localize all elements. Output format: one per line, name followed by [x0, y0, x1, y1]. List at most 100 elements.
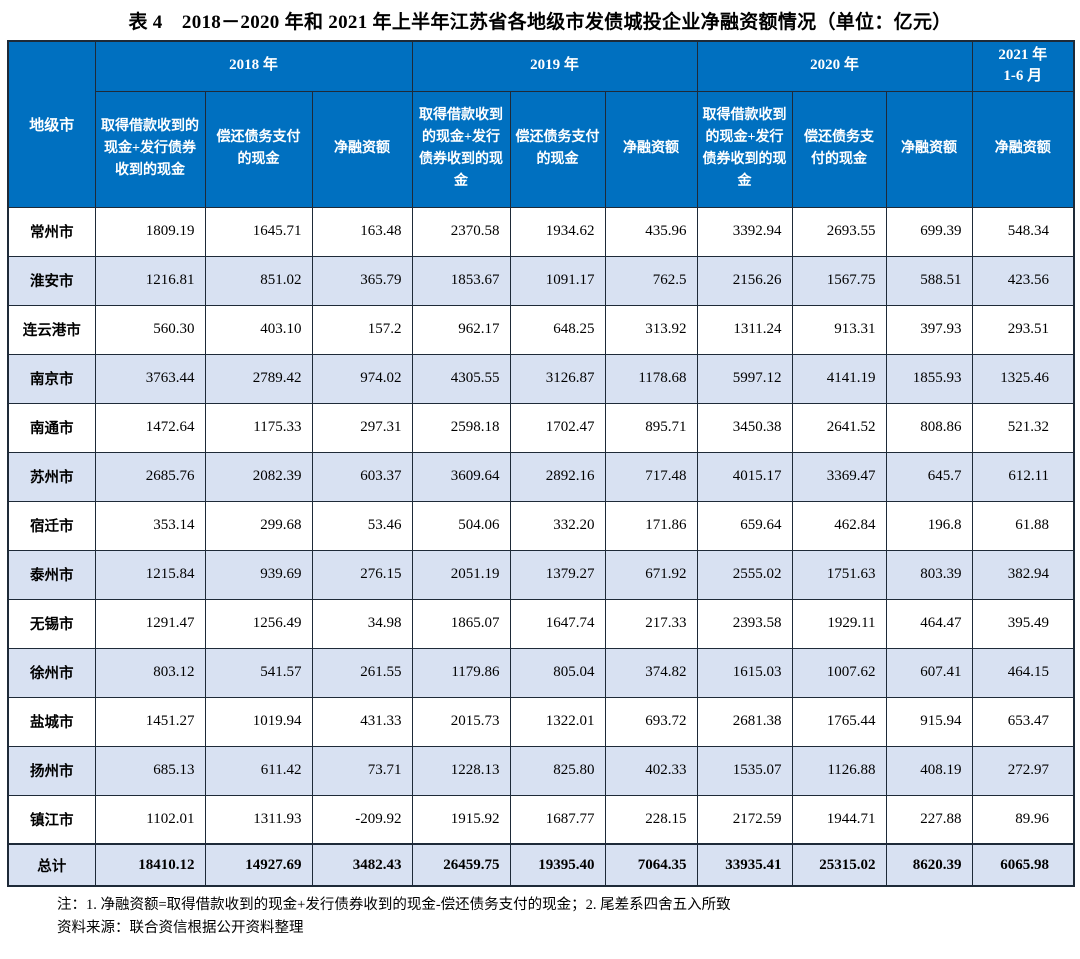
value-cell: 548.34 [971, 206, 1075, 257]
value-cell: 1126.88 [791, 745, 887, 796]
value-cell: 276.15 [311, 549, 413, 600]
value-cell: 1929.11 [791, 598, 887, 649]
value-cell: 803.12 [94, 647, 206, 698]
value-cell: 261.55 [311, 647, 413, 698]
value-cell: 157.2 [311, 304, 413, 355]
value-cell: 2641.52 [791, 402, 887, 453]
city-cell: 南京市 [7, 353, 96, 404]
value-cell: 365.79 [311, 255, 413, 306]
value-cell: 227.88 [885, 794, 973, 845]
value-cell: 196.8 [885, 500, 973, 551]
value-cell: 5997.12 [696, 353, 793, 404]
value-cell: 1687.77 [509, 794, 606, 845]
value-cell: 1855.93 [885, 353, 973, 404]
value-cell: 1007.62 [791, 647, 887, 698]
metric-column-header: 净融资额 [971, 90, 1075, 208]
value-cell: 2393.58 [696, 598, 793, 649]
value-cell: 3450.38 [696, 402, 793, 453]
value-cell: 228.15 [604, 794, 698, 845]
value-cell: 1325.46 [971, 353, 1075, 404]
value-cell: 26459.75 [411, 843, 511, 887]
value-cell: 1944.71 [791, 794, 887, 845]
value-cell: 2172.59 [696, 794, 793, 845]
value-cell: 1175.33 [204, 402, 313, 453]
financing-table: 地级市 2018 年 2019 年 2020 年 2021 年 1-6 月取得借款收到的… [7, 40, 1076, 887]
value-cell: 648.25 [509, 304, 606, 355]
value-cell: 1102.01 [94, 794, 206, 845]
metric-column-header: 取得借款收到的现金+发行债券收到的现金 [411, 90, 511, 208]
value-cell: 607.41 [885, 647, 973, 698]
metric-column-header: 净融资额 [604, 90, 698, 208]
value-cell: 423.56 [971, 255, 1075, 306]
value-cell: 25315.02 [791, 843, 887, 887]
value-cell: 53.46 [311, 500, 413, 551]
value-cell: 3126.87 [509, 353, 606, 404]
value-cell: 1311.93 [204, 794, 313, 845]
value-cell: 671.92 [604, 549, 698, 600]
value-cell: 272.97 [971, 745, 1075, 796]
value-cell: 1765.44 [791, 696, 887, 747]
value-cell: 332.20 [509, 500, 606, 551]
table-row: 常州市 1809.19 1645.71 163.48 2370.58 1934.62 435… [7, 206, 1075, 257]
value-cell: 3482.43 [311, 843, 413, 887]
city-cell: 南通市 [7, 402, 96, 453]
value-cell: 293.51 [971, 304, 1075, 355]
value-cell: 33935.41 [696, 843, 793, 887]
value-cell: 1472.64 [94, 402, 206, 453]
value-cell: 603.37 [311, 451, 413, 502]
city-cell: 连云港市 [7, 304, 96, 355]
value-cell: 645.7 [885, 451, 973, 502]
value-cell: 504.06 [411, 500, 511, 551]
city-cell: 盐城市 [7, 696, 96, 747]
value-cell: 4141.19 [791, 353, 887, 404]
value-cell: 431.33 [311, 696, 413, 747]
value-cell: 1865.07 [411, 598, 511, 649]
table-header: 地级市 2018 年 2019 年 2020 年 2021 年 1-6 月取得借款收到的… [7, 40, 1075, 208]
value-cell: 395.49 [971, 598, 1075, 649]
value-cell: 1915.92 [411, 794, 511, 845]
value-cell: 974.02 [311, 353, 413, 404]
value-cell: 382.94 [971, 549, 1075, 600]
value-cell: 762.5 [604, 255, 698, 306]
value-cell: 1934.62 [509, 206, 606, 257]
value-cell: 1256.49 [204, 598, 313, 649]
table-row: 南通市 1472.64 1175.33 297.31 2598.18 1702.47 895… [7, 402, 1075, 453]
value-cell: 464.15 [971, 647, 1075, 698]
value-cell: 462.84 [791, 500, 887, 551]
year-group-header: 2018 年 [94, 40, 413, 92]
value-cell: 4015.17 [696, 451, 793, 502]
value-cell: 1322.01 [509, 696, 606, 747]
value-cell: 34.98 [311, 598, 413, 649]
value-cell: 1615.03 [696, 647, 793, 698]
city-cell: 宿迁市 [7, 500, 96, 551]
value-cell: 402.33 [604, 745, 698, 796]
table-row: 徐州市 803.12 541.57 261.55 1179.86 805.04 374.82… [7, 647, 1075, 698]
value-cell: 313.92 [604, 304, 698, 355]
metric-column-header: 偿还债务支付的现金 [509, 90, 606, 208]
value-cell: 6065.98 [971, 843, 1075, 887]
value-cell: 541.57 [204, 647, 313, 698]
value-cell: 659.64 [696, 500, 793, 551]
value-cell: 2892.16 [509, 451, 606, 502]
value-cell: 939.69 [204, 549, 313, 600]
value-cell: 915.94 [885, 696, 973, 747]
value-cell: 61.88 [971, 500, 1075, 551]
value-cell: 1379.27 [509, 549, 606, 600]
city-cell: 泰州市 [7, 549, 96, 600]
value-cell: 1179.86 [411, 647, 511, 698]
city-cell: 镇江市 [7, 794, 96, 845]
value-cell: 2156.26 [696, 255, 793, 306]
value-cell: 851.02 [204, 255, 313, 306]
table-row: 连云港市 560.30 403.10 157.2 962.17 648.25 313.92 1… [7, 304, 1075, 355]
value-cell: 435.96 [604, 206, 698, 257]
value-cell: 8620.39 [885, 843, 973, 887]
value-cell: 2082.39 [204, 451, 313, 502]
value-cell: 1311.24 [696, 304, 793, 355]
value-cell: 3763.44 [94, 353, 206, 404]
city-cell: 徐州市 [7, 647, 96, 698]
value-cell: 397.93 [885, 304, 973, 355]
value-cell: 2789.42 [204, 353, 313, 404]
value-cell: 403.10 [204, 304, 313, 355]
table-row: 宿迁市 353.14 299.68 53.46 504.06 332.20 171.86 65… [7, 500, 1075, 551]
value-cell: 297.31 [311, 402, 413, 453]
